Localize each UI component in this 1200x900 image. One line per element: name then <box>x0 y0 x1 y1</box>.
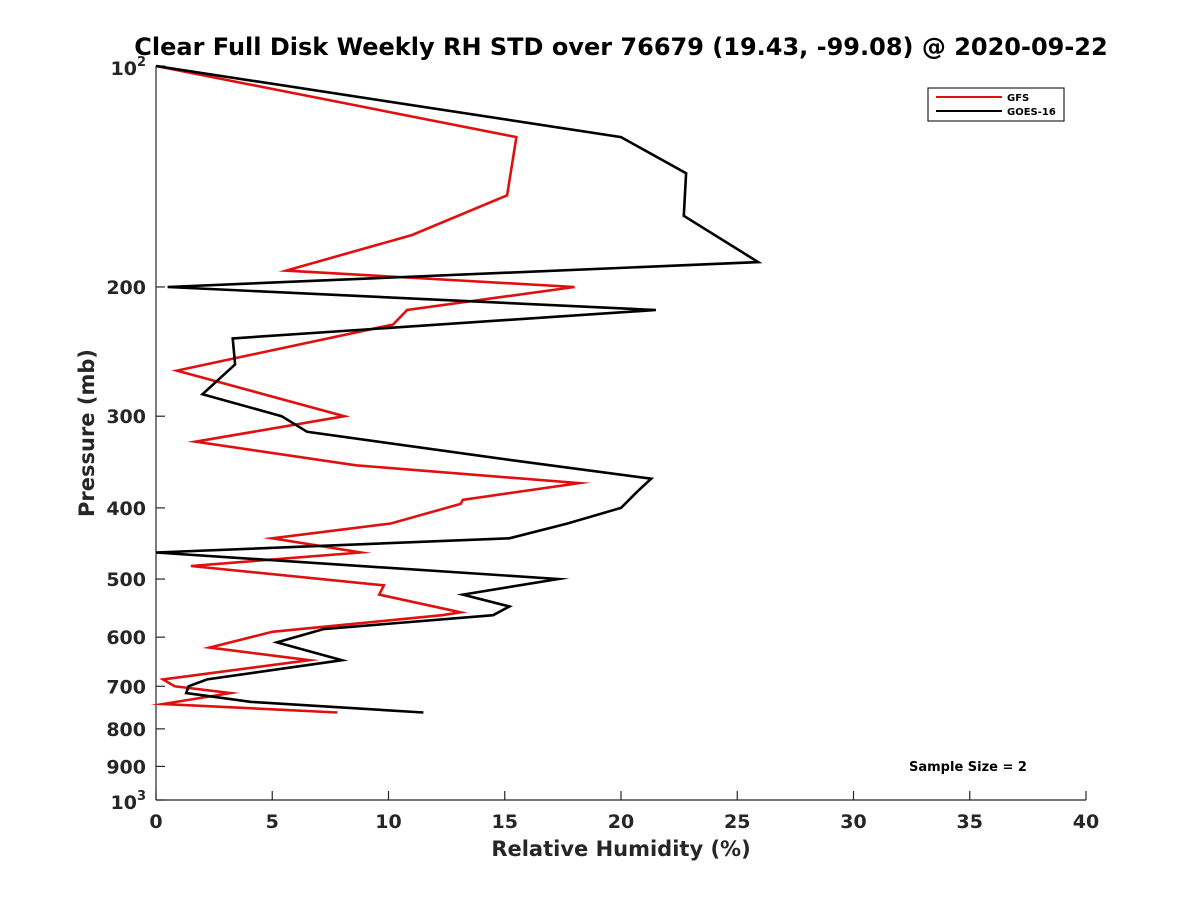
x-tick-label: 25 <box>724 811 750 833</box>
y-tick-label: 400 <box>106 498 146 520</box>
y-tick-label: 800 <box>106 719 146 741</box>
x-tick-label: 20 <box>608 811 634 833</box>
sample-size-annotation: Sample Size = 2 <box>909 760 1027 775</box>
series-lines <box>150 64 763 714</box>
x-tick-label: 5 <box>266 811 279 833</box>
x-tick-label: 40 <box>1073 811 1099 833</box>
x-tick-label: 35 <box>957 811 983 833</box>
plot-axes <box>155 66 1086 801</box>
x-ticks: 0 5 10 15 20 25 30 35 40 <box>149 791 1099 833</box>
x-tick-label: 30 <box>840 811 866 833</box>
legend-gfs-label: GFS <box>1007 93 1029 104</box>
x-tick-label: 10 <box>375 811 401 833</box>
legend-box <box>927 87 1065 122</box>
y-tick-label: 102 <box>111 55 147 80</box>
legend: GFS GOES-16 <box>927 87 1065 122</box>
y-tick-label: 600 <box>106 627 146 649</box>
y-tick-label: 300 <box>106 406 146 428</box>
y-tick-label: 200 <box>106 277 146 299</box>
y-tick-label: 103 <box>111 789 147 814</box>
legend-goes16-label: GOES-16 <box>1007 107 1056 118</box>
y-tick-label: 700 <box>106 676 146 698</box>
x-tick-label: 0 <box>149 811 162 833</box>
series-line-goes16 <box>155 64 763 714</box>
y-ticks: 102 200 300 400 500 600 700 800 900 103 <box>106 55 165 814</box>
series-line-gfs <box>150 64 591 714</box>
x-tick-label: 15 <box>492 811 518 833</box>
y-axis-label: Pressure (mb) <box>75 349 99 517</box>
y-tick-label: 900 <box>106 756 146 778</box>
chart-title: Clear Full Disk Weekly RH STD over 76679… <box>134 33 1107 61</box>
y-tick-label: 500 <box>106 569 146 591</box>
x-axis-label: Relative Humidity (%) <box>491 837 750 861</box>
